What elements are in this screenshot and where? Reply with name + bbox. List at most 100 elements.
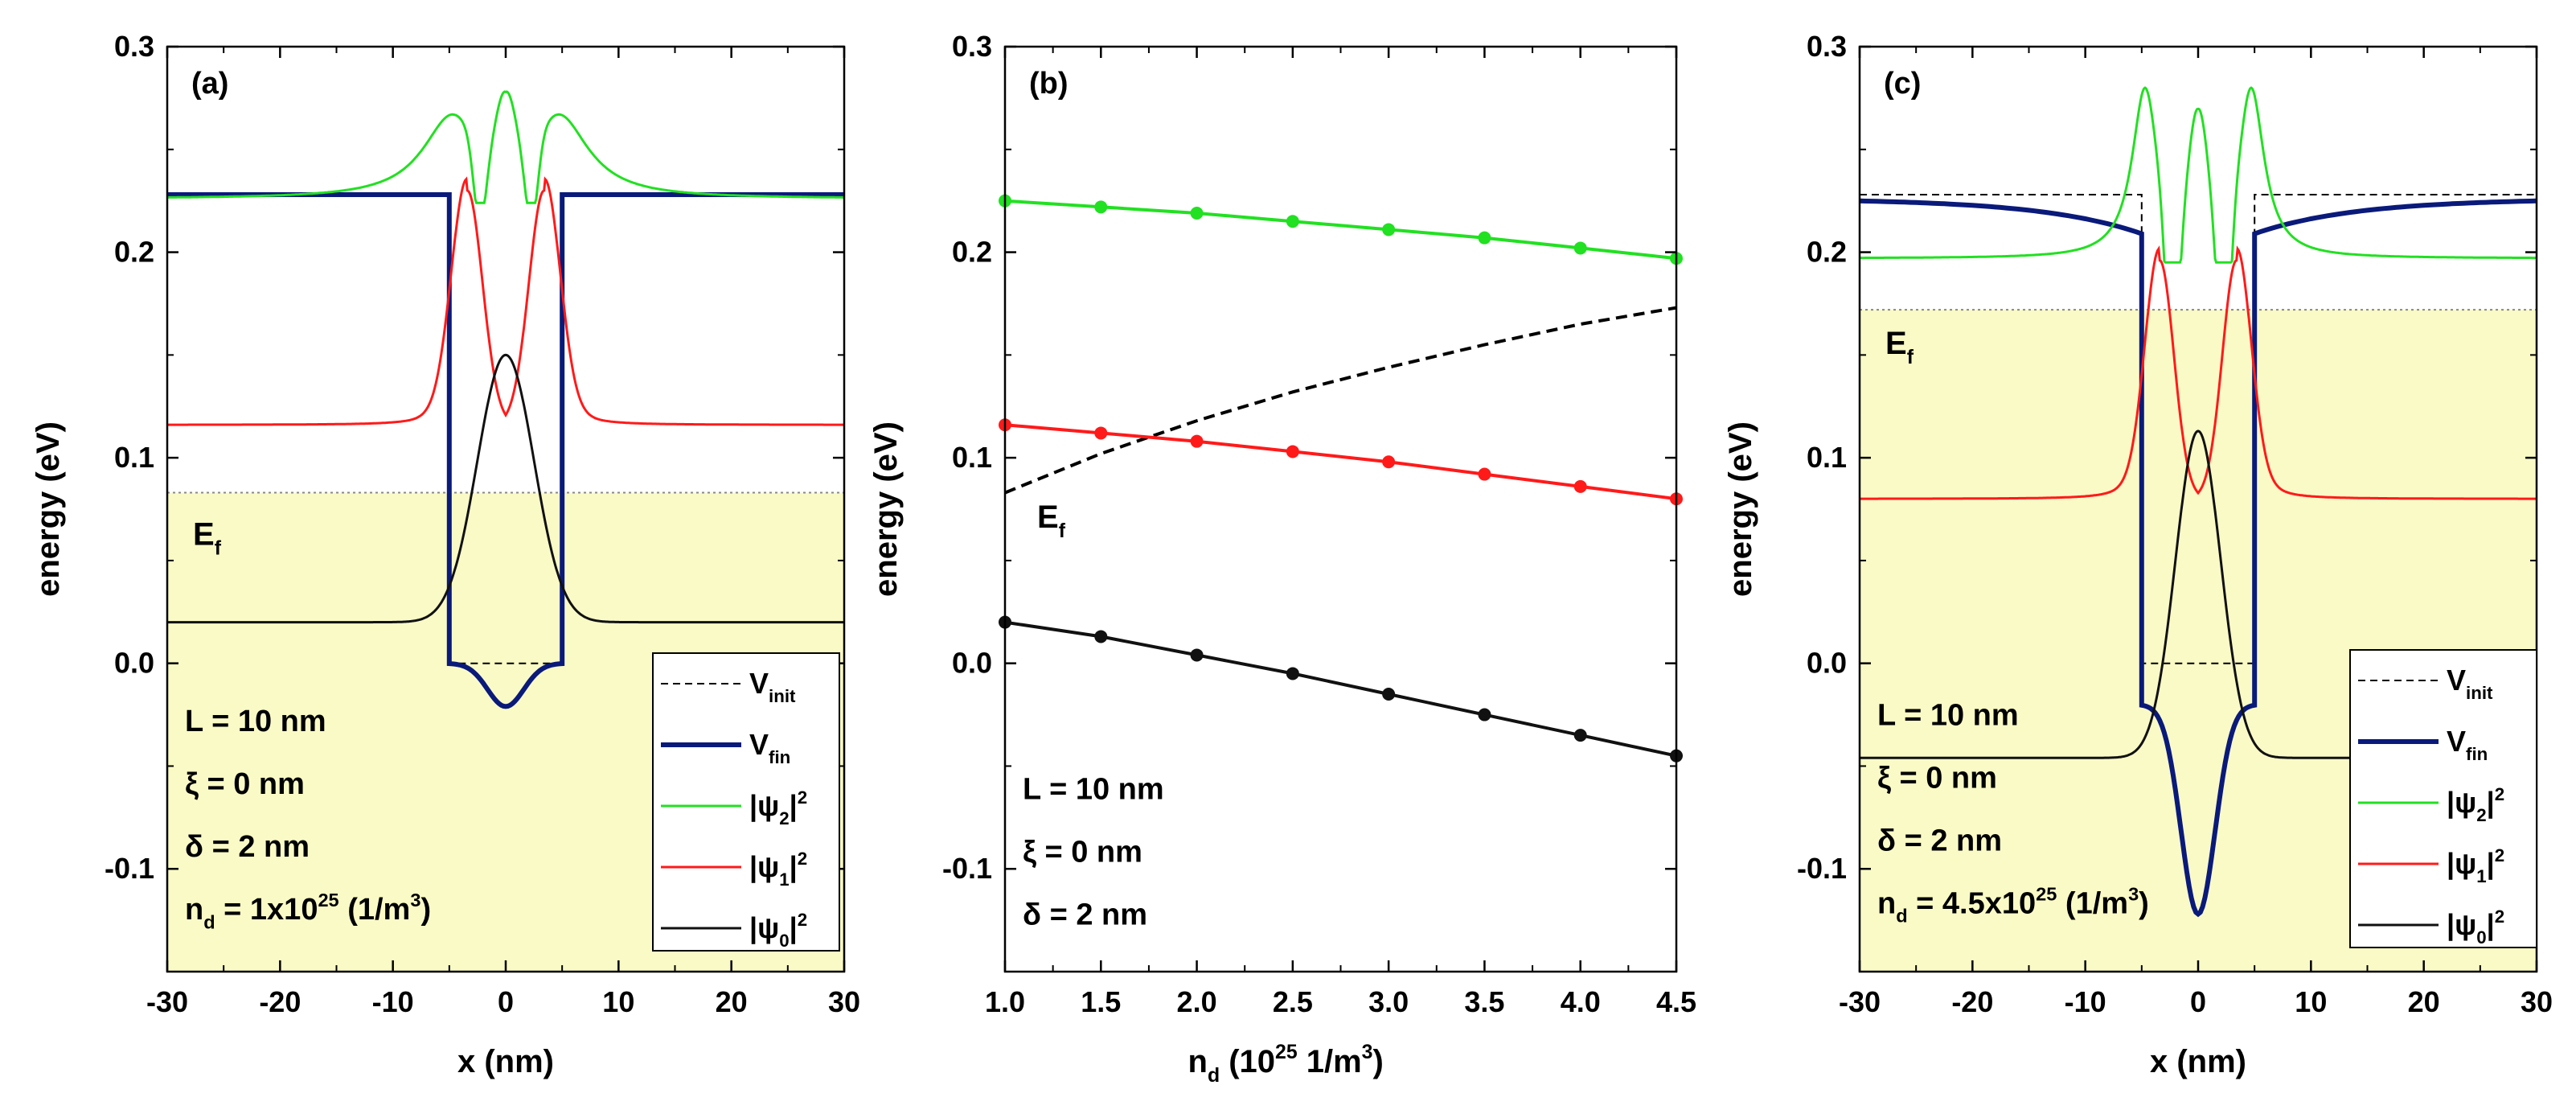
param-text: L = 10 nm [1023, 772, 1164, 806]
y-tick-label: 0.2 [1807, 236, 1847, 269]
x-tick-label: -10 [372, 985, 414, 1018]
x-tick-label: 20 [716, 985, 748, 1018]
panel-a: -30 -20 -10 0 10 20 30 -0.1 0.0 0.1 0.2 0.3 energy (… [31, 30, 860, 1079]
data-point-E1 [1478, 467, 1491, 481]
panel-b: 1.0 1.5 2.0 2.5 3.0 3.5 4.0 4.5 -0.1 0.0 0.1 0.2 0.3… [868, 30, 1696, 1087]
x-tick-label: 1.5 [1081, 985, 1121, 1018]
x-tick-label: 0 [2190, 985, 2206, 1018]
psi1-curve [167, 176, 844, 426]
param-text: ξ = 0 nm [1877, 761, 1997, 795]
x-axis-title: x (nm) [2150, 1044, 2246, 1079]
y-tick-label: 0.1 [114, 441, 154, 474]
legend-label-psi2: |ψ2|2 [749, 787, 807, 828]
data-point-E0 [1190, 648, 1204, 662]
legend-label-v_init: Vinit [749, 667, 796, 706]
x-tick-label: 30 [2521, 985, 2553, 1018]
panel-label: (a) [191, 67, 228, 101]
legend-label-psi0: |ψ0|2 [2447, 906, 2504, 948]
density-text: nd = 4.5x1025 (1/m3) [1877, 883, 2149, 926]
x-tick-label: 4.0 [1561, 985, 1601, 1018]
x-tick-label: 3.0 [1368, 985, 1409, 1018]
y-tick-label: 0.2 [114, 236, 154, 269]
data-point-E2 [1573, 241, 1587, 255]
panel-label: (b) [1029, 67, 1069, 101]
data-point-E2 [1094, 200, 1108, 214]
data-point-E1 [1286, 445, 1299, 458]
legend-label-v_fin: Vfin [749, 728, 790, 767]
psi2-curve [1860, 86, 2537, 264]
x-tick-label: -20 [1951, 985, 1993, 1018]
legend-label-psi1: |ψ1|2 [749, 849, 807, 890]
data-point-E1 [1573, 479, 1587, 493]
y-tick-label: 0.1 [952, 441, 992, 474]
legend-label-psi2: |ψ2|2 [2447, 784, 2504, 825]
data-point-E2 [1478, 231, 1491, 245]
data-point-E1 [1382, 455, 1396, 469]
fermi-label: Ef [1037, 499, 1066, 542]
x-tick-label: -30 [146, 985, 188, 1018]
fermi-label: Ef [193, 517, 222, 560]
x-tick-label: 3.5 [1464, 985, 1504, 1018]
psi0-curve [167, 353, 844, 624]
data-point-E0 [1094, 630, 1108, 643]
x-tick-label: 4.5 [1656, 985, 1696, 1018]
y-tick-label: 0.3 [114, 30, 154, 63]
psi2-curve [166, 90, 845, 204]
data-point-E2 [1286, 215, 1299, 228]
data-point-E0 [1478, 708, 1491, 721]
legend-label-psi1: |ψ1|2 [2447, 845, 2504, 886]
panel-label: (c) [1884, 67, 1921, 101]
data-point-E0 [1573, 729, 1587, 742]
x-axis-title: nd (1025 1/m3) [1188, 1042, 1384, 1087]
series-line-E2 [1004, 199, 1677, 261]
fermi-curve [1004, 306, 1677, 495]
y-tick-label: -0.1 [1797, 852, 1847, 885]
x-axis-title: x (nm) [457, 1044, 554, 1079]
legend-label-v_fin: Vfin [2447, 725, 2488, 764]
x-tick-label: 10 [2295, 985, 2327, 1018]
x-tick-label: -20 [259, 985, 301, 1018]
density-text: nd = 1x1025 (1/m3) [185, 890, 431, 932]
x-tick-label: 1.0 [985, 985, 1025, 1018]
v-fin-curve [167, 192, 844, 709]
y-tick-label: -0.1 [942, 852, 992, 885]
param-text: ξ = 0 nm [1023, 835, 1142, 869]
psi1-curve [1860, 245, 2537, 500]
y-tick-label: 0.3 [952, 30, 992, 63]
x-tick-label: 2.5 [1273, 985, 1313, 1018]
y-tick-label: 0.1 [1807, 441, 1847, 474]
y-tick-label: 0.0 [1807, 647, 1847, 680]
data-point-E1 [1094, 426, 1108, 440]
legend: Vinit Vfin |ψ2|2 |ψ1|2 |ψ0|2 [2349, 649, 2537, 948]
legend-box [652, 652, 840, 952]
v-init-curve [1860, 194, 2537, 664]
fermi-label: Ef [1885, 326, 1914, 368]
x-tick-label: -30 [1839, 985, 1881, 1018]
y-tick-label: -0.1 [105, 852, 154, 885]
legend-label-v_init: Vinit [2447, 664, 2493, 703]
data-point-E1 [1190, 434, 1204, 448]
y-tick-label: 0.0 [114, 647, 154, 680]
data-point-E0 [1382, 688, 1396, 701]
param-text: ξ = 0 nm [185, 767, 305, 801]
x-tick-label: 10 [602, 985, 634, 1018]
series-line-E0 [1004, 620, 1677, 758]
y-axis-title: energy (eV) [31, 421, 66, 597]
y-tick-label: 0.0 [952, 647, 992, 680]
x-tick-label: 0 [498, 985, 514, 1018]
param-text: L = 10 nm [1877, 698, 2019, 732]
panel-c: -30 -20 -10 0 10 20 30 -0.1 0.0 0.1 0.2 0.3 energy (… [1723, 30, 2553, 1079]
y-tick-label: 0.2 [952, 236, 992, 269]
legend-label-psi0: |ψ0|2 [749, 910, 807, 951]
y-tick-label: 0.3 [1807, 30, 1847, 63]
data-point-E0 [1286, 667, 1299, 680]
param-text: δ = 2 nm [1877, 824, 2002, 857]
data-point-E2 [1382, 223, 1396, 236]
param-text: δ = 2 nm [1023, 898, 1147, 931]
y-axis-title: energy (eV) [868, 421, 904, 597]
series-line-E1 [1004, 423, 1677, 501]
x-tick-label: 30 [828, 985, 860, 1018]
param-text: L = 10 nm [185, 705, 326, 738]
param-text: δ = 2 nm [185, 830, 310, 864]
